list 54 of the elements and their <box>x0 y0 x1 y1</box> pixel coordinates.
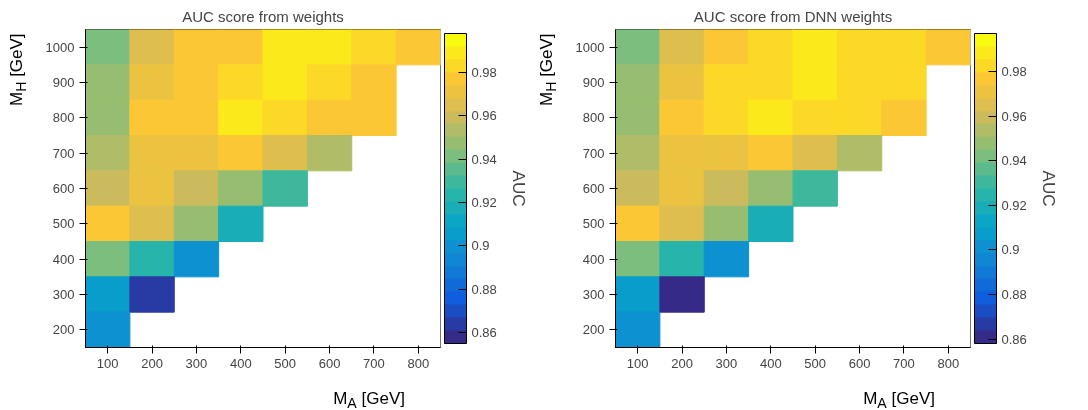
y-tick-label: 700 <box>52 145 75 161</box>
y-tick-label: 600 <box>52 181 75 196</box>
color-bar-label: 0.86 <box>1001 331 1027 347</box>
x-axis-title: M$_{A}$ [GeV] <box>333 388 405 410</box>
x-tick-label: 200 <box>671 355 693 371</box>
x-tick-label: 500 <box>274 355 297 371</box>
y-tick-label: 800 <box>52 110 75 126</box>
y-tick-label: 900 <box>52 75 75 90</box>
y-tick-label: 300 <box>582 287 605 302</box>
y-tick-label: 500 <box>52 216 75 232</box>
color-bar-label: 0.88 <box>1001 286 1027 302</box>
x-tick-label: 300 <box>185 355 208 371</box>
x-tick-label: 800 <box>407 355 430 371</box>
chart-title: AUC score from DNN weights <box>693 7 893 25</box>
color-bar-label: 0.96 <box>1001 108 1027 124</box>
y-tick-label: 400 <box>52 251 75 267</box>
x-tick-label: 400 <box>759 355 782 371</box>
color-bar-label: 0.98 <box>1001 63 1027 79</box>
color-bar-label: 0.98 <box>471 65 497 81</box>
y-tick-label: 300 <box>52 287 75 302</box>
y-tick-label: 1000 <box>575 39 605 55</box>
color-bar-label: 0.92 <box>1001 197 1027 213</box>
color-bar-label: 0.92 <box>471 195 497 211</box>
color-bar-label: 0.86 <box>471 325 497 341</box>
y-tick-label: 200 <box>52 322 75 338</box>
x-tick-label: 200 <box>141 355 163 371</box>
color-bar-label: 0.94 <box>1001 153 1027 169</box>
color-bar-label: 0.94 <box>471 151 497 167</box>
color-bar-title: AUC <box>508 170 528 207</box>
y-tick-label: 500 <box>582 216 605 232</box>
y-tick-label: 900 <box>582 75 605 90</box>
x-tick-label: 400 <box>229 355 252 371</box>
x-tick-label: 100 <box>96 355 119 371</box>
x-tick-label: 800 <box>937 355 960 371</box>
x-tick-label: 100 <box>626 355 649 371</box>
color-bar-label: 0.88 <box>471 281 497 297</box>
x-axis-title: M$_{A}$ [GeV] <box>863 388 935 410</box>
x-tick-label: 600 <box>318 355 341 371</box>
x-tick-label: 500 <box>804 355 827 371</box>
x-tick-label: 700 <box>363 355 385 371</box>
y-tick-label: 200 <box>582 322 605 338</box>
y-tick-label: 1000 <box>45 39 75 55</box>
x-tick-label: 600 <box>848 355 871 371</box>
x-tick-label: 300 <box>715 355 738 371</box>
y-tick-label: 700 <box>582 145 605 161</box>
color-bar-label: 0.96 <box>471 108 497 124</box>
y-tick-label: 400 <box>582 251 605 267</box>
color-bar-label: 0.9 <box>471 238 490 254</box>
y-tick-label: 600 <box>582 181 605 196</box>
color-bar-title: AUC <box>1038 170 1058 207</box>
chart-title: AUC score from weights <box>182 7 344 25</box>
x-tick-label: 700 <box>893 355 915 371</box>
y-tick-label: 800 <box>582 110 605 126</box>
color-bar-label: 0.9 <box>1001 242 1020 258</box>
